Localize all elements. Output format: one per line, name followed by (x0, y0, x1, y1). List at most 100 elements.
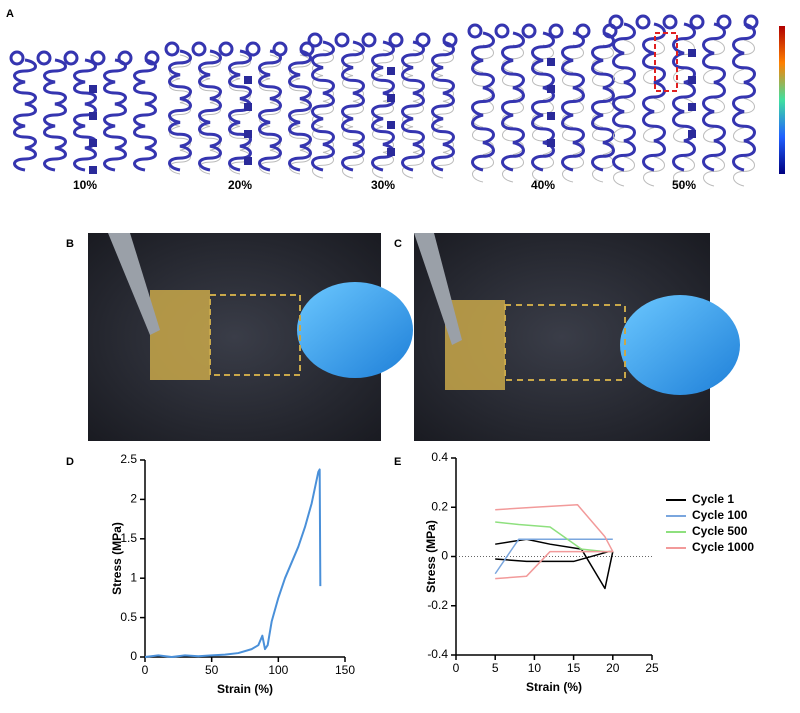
mesh (9, 50, 160, 174)
pad-ring (521, 23, 537, 39)
x-tick-label: 150 (335, 663, 355, 677)
pad-ring (467, 23, 483, 39)
pad-ring (388, 32, 404, 48)
x-tick-label: 0 (142, 663, 149, 677)
series-line (494, 538, 613, 575)
serpentine (401, 40, 425, 172)
chip (387, 148, 395, 156)
ghost-line (259, 54, 281, 175)
x-axis-title: Strain (%) (217, 682, 273, 696)
ghost-line (592, 44, 614, 183)
pad-ring (716, 14, 732, 30)
caption: 30% (371, 178, 395, 192)
x-tick-label: 50 (205, 663, 219, 677)
pad-ring (575, 23, 591, 39)
ghost-line (562, 44, 584, 183)
pad-ring (689, 14, 705, 30)
serpentine (228, 49, 252, 172)
pad-ring (245, 41, 261, 57)
pad-ring (144, 50, 160, 66)
y-tick-label: 0.2 (431, 499, 448, 513)
x-tick-label: 20 (606, 661, 620, 675)
ghost-line (532, 44, 554, 183)
pad-ring (164, 41, 180, 57)
serpentine (732, 22, 756, 172)
chip (547, 58, 555, 66)
y-tick-label: 1 (130, 570, 137, 584)
chip (387, 94, 395, 102)
y-tick-label: 0.5 (120, 610, 137, 624)
highlight-box (654, 32, 678, 92)
chip (244, 157, 252, 165)
panel-label: D (66, 456, 74, 468)
chip (547, 85, 555, 93)
serpentine (288, 49, 312, 172)
chip (688, 49, 696, 57)
serpentine (642, 22, 666, 172)
x-tick-label: 5 (492, 661, 499, 675)
y-tick-label: 0 (130, 649, 137, 663)
ghost-line (199, 54, 221, 175)
legend-label: Cycle 1000 (692, 540, 754, 554)
pad-ring (442, 32, 458, 48)
series-line (495, 538, 614, 590)
chip (688, 130, 696, 138)
ghost-line (289, 54, 311, 175)
panel-label: B (66, 238, 74, 250)
caption: 50% (672, 178, 696, 192)
chip (688, 103, 696, 111)
mesh (307, 32, 458, 179)
serpentine (103, 58, 127, 172)
pad-ring (272, 41, 288, 57)
mesh (608, 14, 759, 187)
serpentine (431, 40, 455, 172)
legend-label: Cycle 500 (692, 524, 748, 538)
chip (89, 166, 97, 174)
series-line (144, 468, 322, 658)
mesh (164, 41, 315, 175)
serpentine (501, 31, 525, 172)
pad-ring (191, 41, 207, 57)
legend-label: Cycle 100 (692, 508, 748, 522)
pad-ring (299, 41, 315, 57)
panel-label: E (394, 456, 401, 468)
y-tick-label: 2.5 (120, 452, 137, 466)
photo-b (88, 233, 413, 441)
colorbar (779, 26, 785, 174)
pad-ring (743, 14, 759, 30)
pad-ring (361, 32, 377, 48)
serpentine (612, 22, 636, 172)
serpentine (341, 40, 365, 172)
y-axis-title: Stress (MPa) (424, 520, 438, 593)
ghost-line (502, 44, 524, 183)
serpentine (133, 58, 157, 172)
pad-ring (415, 32, 431, 48)
y-tick-label: 2 (130, 492, 137, 506)
chip (89, 85, 97, 93)
serpentine (13, 58, 37, 172)
chip (547, 139, 555, 147)
chip (244, 130, 252, 138)
pad-ring (548, 23, 564, 39)
chip (387, 67, 395, 75)
caption: 10% (73, 178, 97, 192)
serpentine (561, 31, 585, 172)
y-tick-label: 0.4 (431, 450, 448, 464)
mesh (467, 23, 618, 183)
serpentine (672, 22, 696, 172)
legend-label: Cycle 1 (692, 492, 734, 506)
chip (244, 76, 252, 84)
pad-ring (218, 41, 234, 57)
pad-ring (117, 50, 133, 66)
x-tick-label: 15 (567, 661, 581, 675)
ghost-line (229, 54, 251, 175)
chip (547, 112, 555, 120)
y-tick-label: -0.4 (427, 647, 448, 661)
pad-ring (662, 14, 678, 30)
x-axis-title: Strain (%) (526, 680, 582, 694)
ghost-line (472, 44, 494, 183)
serpentine (531, 31, 555, 172)
chip (89, 112, 97, 120)
x-tick-label: 100 (268, 663, 288, 677)
